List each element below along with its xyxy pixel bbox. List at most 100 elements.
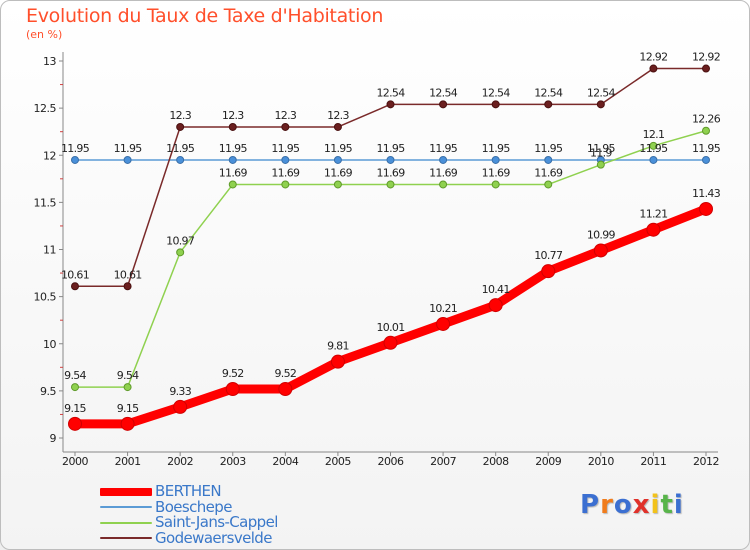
data-point-berthen	[646, 222, 661, 237]
data-label-boeschepe: 11.95	[377, 142, 406, 155]
logo-letter: o	[613, 490, 633, 520]
y-tick-label: 11	[43, 244, 56, 257]
data-point-godewaersvelde	[649, 64, 658, 73]
data-label-berthen: 10.41	[482, 283, 510, 296]
data-label-godewaersvelde: 12.54	[429, 86, 458, 99]
data-label-saint-jans-cappel: 9.54	[117, 369, 139, 382]
data-point-saint-jans-cappel	[596, 160, 605, 169]
data-labels: 9.15 9.15 9.33 9.52 9.52 9.81 10.01 10.21 10.41 1…	[61, 51, 721, 415]
data-label-berthen: 11.43	[692, 187, 721, 200]
legend: BERTHEN Boeschepe Saint-Jans-Cappel Godewae…	[100, 484, 278, 546]
legend-swatch	[100, 537, 152, 540]
data-label-saint-jans-cappel: 11.69	[482, 166, 511, 179]
data-label-boeschepe: 11.95	[166, 142, 195, 155]
x-tick-label: 2005	[325, 455, 351, 468]
x-tick-label: 2008	[483, 455, 509, 468]
data-label-godewaersvelde: 12.54	[534, 86, 563, 99]
data-point-godewaersvelde	[333, 122, 342, 131]
data-point-godewaersvelde	[596, 100, 605, 109]
data-point-saint-jans-cappel	[228, 180, 237, 189]
data-label-berthen: 9.33	[169, 385, 191, 398]
data-label-boeschepe: 11.95	[61, 142, 90, 155]
data-label-boeschepe: 11.95	[271, 142, 300, 155]
x-tick-label: 2012	[693, 455, 719, 468]
data-label-berthen: 9.81	[327, 340, 349, 353]
logo-letter: t	[660, 490, 674, 520]
legend-swatch	[100, 487, 152, 496]
y-tick-label: 12.5	[34, 102, 57, 115]
data-label-berthen: 10.21	[429, 302, 457, 315]
data-point-saint-jans-cappel	[71, 383, 79, 392]
x-tick-label: 2011	[640, 455, 666, 468]
data-point-saint-jans-cappel	[439, 180, 448, 189]
data-label-boeschepe: 11.95	[429, 142, 458, 155]
y-tick-label: 11.5	[34, 196, 57, 209]
data-label-saint-jans-cappel: 11.69	[271, 166, 300, 179]
data-label-berthen: 9.52	[222, 367, 244, 380]
data-label-godewaersvelde: 12.3	[169, 109, 191, 122]
data-point-saint-jans-cappel	[491, 180, 500, 189]
data-point-saint-jans-cappel	[649, 141, 658, 150]
data-label-boeschepe: 11.95	[692, 142, 721, 155]
data-point-godewaersvelde	[544, 100, 553, 109]
data-label-godewaersvelde: 12.54	[587, 86, 616, 99]
data-label-godewaersvelde: 10.61	[114, 268, 142, 281]
data-label-saint-jans-cappel: 11.69	[534, 166, 563, 179]
legend-swatch	[100, 506, 152, 509]
data-point-berthen	[173, 399, 188, 414]
data-point-godewaersvelde	[439, 100, 448, 109]
data-label-boeschepe: 11.95	[324, 142, 353, 155]
data-label-saint-jans-cappel: 11.69	[219, 166, 248, 179]
data-label-berthen: 9.52	[274, 367, 296, 380]
legend-label: Boeschepe	[155, 497, 232, 516]
data-label-godewaersvelde: 12.54	[377, 86, 406, 99]
proxiti-logo: Proxiti	[580, 490, 684, 520]
data-label-saint-jans-cappel: 11.69	[429, 166, 458, 179]
data-label-godewaersvelde: 12.92	[639, 51, 667, 64]
data-point-godewaersvelde	[123, 282, 132, 291]
data-label-boeschepe: 11.95	[534, 142, 563, 155]
data-label-berthen: 11.21	[639, 208, 667, 221]
data-label-berthen: 9.15	[64, 402, 86, 415]
data-point-saint-jans-cappel	[702, 126, 710, 135]
data-point-boeschepe	[439, 155, 448, 164]
data-label-godewaersvelde: 12.3	[274, 109, 296, 122]
y-tick-label: 13	[43, 55, 56, 68]
data-point-berthen	[278, 381, 293, 396]
data-point-godewaersvelde	[176, 122, 185, 131]
data-label-saint-jans-cappel: 11.69	[324, 166, 353, 179]
logo-letter: P	[580, 490, 601, 520]
data-point-berthen	[383, 335, 398, 350]
x-tick-label: 2001	[115, 455, 141, 468]
data-point-berthen	[593, 243, 608, 258]
data-point-boeschepe	[491, 155, 500, 164]
data-point-saint-jans-cappel	[386, 180, 395, 189]
data-point-saint-jans-cappel	[281, 180, 290, 189]
logo-letter: i	[650, 490, 661, 520]
data-point-berthen	[699, 201, 713, 216]
data-point-boeschepe	[228, 155, 237, 164]
data-label-godewaersvelde: 12.54	[482, 86, 511, 99]
data-point-berthen	[541, 264, 556, 279]
y-tick-label: 9.5	[40, 385, 56, 398]
logo-letter: i	[673, 490, 684, 520]
data-label-berthen: 10.01	[377, 321, 405, 334]
x-tick-label: 2010	[588, 455, 614, 468]
data-point-berthen	[330, 354, 345, 369]
data-point-boeschepe	[333, 155, 342, 164]
data-point-boeschepe	[281, 155, 290, 164]
data-label-godewaersvelde: 10.61	[61, 268, 89, 281]
data-label-saint-jans-cappel: 9.54	[64, 369, 86, 382]
logo-letter: x	[632, 490, 651, 520]
data-label-saint-jans-cappel: 12.26	[692, 113, 721, 126]
x-tick-label: 2003	[220, 455, 246, 468]
data-label-godewaersvelde: 12.92	[692, 51, 720, 64]
data-point-boeschepe	[176, 155, 185, 164]
chart-subtitle: (en %)	[26, 28, 63, 41]
legend-label: Godewaersvelde	[155, 528, 272, 547]
legend-item-boeschepe: Boeschepe	[100, 497, 278, 516]
x-tick-label: 2002	[167, 455, 193, 468]
data-point-godewaersvelde	[702, 64, 710, 73]
